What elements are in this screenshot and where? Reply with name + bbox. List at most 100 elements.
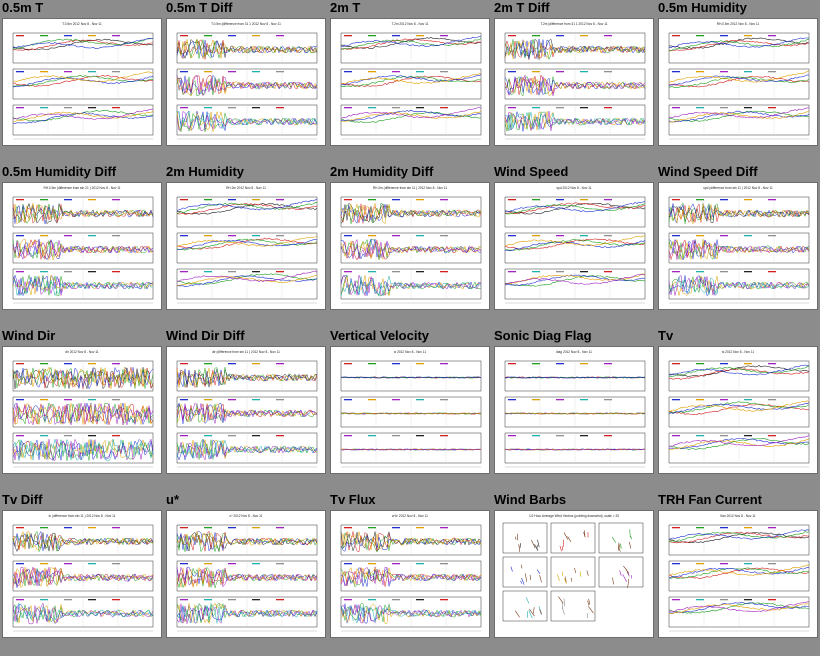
series-line bbox=[668, 366, 809, 377]
plot-thumbnail[interactable]: dir (difference from stn 11 ) 2012 Nov 8… bbox=[166, 346, 326, 474]
legend-swatch bbox=[392, 71, 400, 73]
plot-tile[interactable]: 2m Humidity Diff RH.2m (difference from s… bbox=[328, 164, 492, 328]
plot-thumbnail[interactable]: Ifan 2012 Nov 8 - Nov 11 bbox=[658, 510, 818, 638]
plot-thumbnail[interactable]: T.2m 2012 Nov 8 - Nov 11 bbox=[330, 18, 490, 146]
plot-tile[interactable]: 0.5m Humidity RH.0.5m 2012 Nov 8 - Nov 11 bbox=[656, 0, 820, 164]
series-line bbox=[340, 567, 482, 585]
legend-swatch bbox=[368, 563, 376, 565]
plot-tile[interactable]: Wind Dir Diff dir (difference from stn 11… bbox=[164, 328, 328, 492]
plot-tile[interactable]: Tv Flux w'tc' 2012 Nov 8 - Nov 11 bbox=[328, 492, 492, 656]
series-line bbox=[12, 71, 154, 83]
legend-swatch bbox=[696, 71, 704, 73]
legend-swatch bbox=[180, 71, 188, 73]
plot-tile[interactable]: Wind Speed spd 2012 Nov 8 - Nov 11 bbox=[492, 164, 656, 328]
series-line bbox=[12, 39, 154, 51]
tile-title: 2m Humidity bbox=[166, 164, 245, 179]
legend-swatch bbox=[604, 399, 612, 401]
plot-tile[interactable]: Tv Diff tc (difference from stn 11 ) 2012… bbox=[0, 492, 164, 656]
legend-swatch bbox=[720, 435, 728, 437]
series-line bbox=[176, 367, 318, 388]
plot-thumbnail[interactable]: spd (difference from stn 11 ) 2012 Nov 8… bbox=[658, 182, 818, 310]
plot-tile[interactable]: Wind Speed Diff spd (difference from stn … bbox=[656, 164, 820, 328]
legend-swatch bbox=[532, 199, 540, 201]
wind-vector bbox=[510, 566, 513, 572]
plot-tile[interactable]: 0.5m T Diff T.0.5m (difference from 31 1 … bbox=[164, 0, 328, 164]
plot-thumbnail[interactable]: w 2012 Nov 8 - Nov 11 bbox=[330, 346, 490, 474]
plot-svg: T.0.5m 2012 Nov 8 - Nov 11 bbox=[12, 22, 154, 140]
plot-thumbnail[interactable]: RH.0.5m (difference from stn 21 ) 2012 N… bbox=[2, 182, 162, 310]
plot-svg: dir 2012 Nov 8 - Nov 11 bbox=[12, 350, 154, 468]
plot-thumbnail[interactable]: dir 2012 Nov 8 - Nov 11 bbox=[2, 346, 162, 474]
plot-thumbnail[interactable]: w'tc' 2012 Nov 8 - Nov 11 bbox=[330, 510, 490, 638]
plot-tile[interactable]: 2m T Diff T.2m (difference from 31 1 2012… bbox=[492, 0, 656, 164]
plot-tile[interactable]: Wind Barbs 1/2 Hour Average Wind Vectors … bbox=[492, 492, 656, 656]
plot-thumbnail[interactable]: tc 2012 Nov 8 - Nov 11 bbox=[658, 346, 818, 474]
legend-swatch bbox=[112, 271, 120, 273]
plot-tile[interactable]: u* u* 2012 Nov 8 - Nov 11 bbox=[164, 492, 328, 656]
series-line bbox=[340, 376, 482, 379]
legend-swatch bbox=[344, 563, 352, 565]
legend-swatch bbox=[696, 363, 704, 365]
plot-tile[interactable]: 2m T T.2m 2012 Nov 8 - Nov 11 bbox=[328, 0, 492, 164]
plot-thumbnail[interactable]: RH.0.5m 2012 Nov 8 - Nov 11 bbox=[658, 18, 818, 146]
wind-vector bbox=[563, 598, 566, 607]
plot-tile[interactable]: Sonic Diag Flag diag 2012 Nov 8 - Nov 11 bbox=[492, 328, 656, 492]
legend-swatch bbox=[112, 399, 120, 401]
legend-swatch bbox=[112, 35, 120, 37]
legend-swatch bbox=[556, 107, 564, 109]
legend-swatch bbox=[532, 71, 540, 73]
series-line bbox=[668, 275, 810, 296]
series-line bbox=[668, 529, 810, 540]
legend-swatch bbox=[204, 563, 212, 565]
plot-thumbnail[interactable]: T.2m (difference from 31 1 2012 Nov 8 - … bbox=[494, 18, 654, 146]
plot-thumbnail[interactable]: RH.2m (difference from stn 11 ) 2012 Nov… bbox=[330, 182, 490, 310]
legend-swatch bbox=[392, 435, 400, 437]
legend-swatch bbox=[696, 563, 704, 565]
plot-tile[interactable]: Tv tc 2012 Nov 8 - Nov 11 bbox=[656, 328, 820, 492]
legend-swatch bbox=[112, 71, 120, 73]
plot-tile[interactable]: Wind Dir dir 2012 Nov 8 - Nov 11 bbox=[0, 328, 164, 492]
legend-swatch bbox=[768, 435, 776, 437]
legend-swatch bbox=[440, 107, 448, 109]
wind-vector bbox=[529, 608, 535, 617]
plot-thumbnail[interactable]: T.0.5m 2012 Nov 8 - Nov 11 bbox=[2, 18, 162, 146]
plot-tile[interactable]: 0.5m Humidity Diff RH.0.5m (difference fr… bbox=[0, 164, 164, 328]
legend-swatch bbox=[368, 71, 376, 73]
wind-vector bbox=[515, 610, 520, 618]
series-line bbox=[176, 531, 318, 549]
series-line bbox=[176, 111, 318, 130]
plot-header: RH.2m 2012 Nov 8 - Nov 11 bbox=[226, 186, 266, 190]
plot-svg: Ifan 2012 Nov 8 - Nov 11 bbox=[668, 514, 810, 632]
legend-swatch bbox=[672, 199, 680, 201]
plot-thumbnail[interactable]: RH.2m 2012 Nov 8 - Nov 11 bbox=[166, 182, 326, 310]
wind-vector bbox=[618, 542, 620, 551]
series-line bbox=[176, 203, 318, 215]
plot-thumbnail[interactable]: diag 2012 Nov 8 - Nov 11 bbox=[494, 346, 654, 474]
plot-tile[interactable]: Vertical Velocity w 2012 Nov 8 - Nov 11 bbox=[328, 328, 492, 492]
wind-vector bbox=[586, 570, 589, 576]
series-line bbox=[668, 601, 810, 614]
plot-thumbnail[interactable]: tc (difference from stn 11 ) 2012 Nov 8 … bbox=[2, 510, 162, 638]
wind-vector bbox=[629, 529, 631, 538]
plot-thumbnail[interactable]: 1/2 Hour Average Wind Vectors (pointing … bbox=[494, 510, 654, 638]
plot-tile[interactable]: 0.5m T T.0.5m 2012 Nov 8 - Nov 11 bbox=[0, 0, 164, 164]
series-line bbox=[12, 402, 154, 425]
legend-swatch bbox=[416, 527, 424, 529]
plot-tile[interactable]: TRH Fan Current Ifan 2012 Nov 8 - Nov 11 bbox=[656, 492, 820, 656]
series-line bbox=[504, 202, 646, 215]
series-line bbox=[668, 107, 810, 119]
plot-thumbnail[interactable]: T.0.5m (difference from 31 1 2012 Nov 8 … bbox=[166, 18, 326, 146]
legend-swatch bbox=[64, 599, 72, 601]
legend-swatch bbox=[16, 271, 24, 273]
legend-swatch bbox=[440, 399, 448, 401]
plot-thumbnail[interactable]: spd 2012 Nov 8 - Nov 11 bbox=[494, 182, 654, 310]
series-line bbox=[176, 531, 318, 553]
plot-thumbnail[interactable]: u* 2012 Nov 8 - Nov 11 bbox=[166, 510, 326, 638]
series-line bbox=[12, 37, 154, 49]
legend-swatch bbox=[768, 527, 776, 529]
series-line bbox=[12, 111, 154, 123]
series-line bbox=[340, 603, 482, 624]
legend-swatch bbox=[744, 235, 752, 237]
plot-tile[interactable]: 2m Humidity RH.2m 2012 Nov 8 - Nov 11 bbox=[164, 164, 328, 328]
